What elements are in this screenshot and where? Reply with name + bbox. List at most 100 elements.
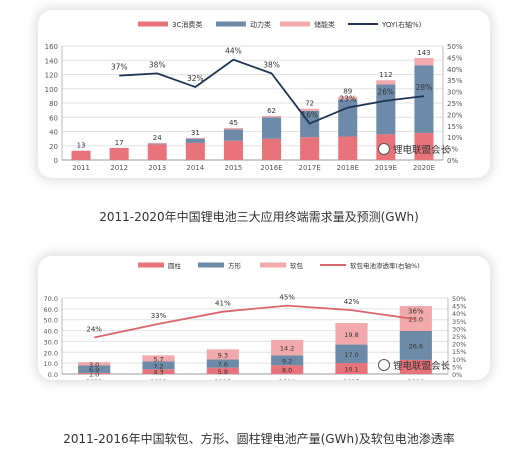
bar-segment: [206, 359, 239, 368]
demand-chart: 0 20 40 60 80 100 120 140 160 0% 5% 10% 15% 20% 25% 30%…: [45, 20, 463, 172]
legend-swatch: [138, 262, 164, 268]
bar-value-label: 5.8: [218, 368, 228, 376]
bar-total-label: 62: [267, 107, 276, 115]
x-tick-label: 2012: [150, 378, 167, 380]
bar-segment: [147, 142, 167, 144]
bar-segment: [142, 355, 175, 362]
bar-segment: [262, 115, 282, 118]
bar-total-label: 89: [343, 88, 352, 96]
y-tick-label: 120: [45, 72, 58, 80]
bar-segment: [414, 65, 434, 133]
bar-total-label: 45: [229, 119, 238, 127]
bar-segment: [399, 331, 432, 360]
bar-segment: [338, 136, 358, 160]
line-value-label: 16%: [301, 111, 318, 120]
y2-tick-label: 25%: [452, 333, 466, 341]
legend-swatch: [260, 262, 286, 268]
bar-value-label: 7.2: [153, 362, 163, 370]
bar-segment: [399, 359, 432, 374]
legend-label: 方形: [228, 261, 242, 270]
y-tick-label: 40.0: [44, 328, 58, 336]
x-tick-label: 2011: [72, 164, 90, 172]
bar-segment: [78, 372, 111, 374]
line-value-label: 38%: [263, 60, 280, 69]
x-tick-label: 2013: [148, 164, 166, 172]
line-value-label: 26%: [378, 88, 395, 97]
bar-value-label: 6.9: [89, 366, 99, 374]
bar-value-label: 9.2: [282, 357, 292, 365]
x-tick-label: 2016E: [260, 164, 282, 172]
x-tick-label: 2014: [279, 378, 296, 380]
line-series: [93, 304, 416, 339]
chart-panel-demand: 0 20 40 60 80 100 120 140 160 0% 5% 10% 15% 20% 25% 30%…: [38, 10, 490, 178]
bar-value-label: 4.3: [153, 369, 163, 377]
y-tick-label: 60.0: [44, 306, 58, 314]
y2-tick-label: 40%: [452, 310, 466, 318]
bar-value-label: 9.3: [218, 351, 228, 359]
x-tick-label: 2012: [110, 164, 128, 172]
watermark-label: 锂电联盟会长: [393, 144, 451, 156]
bar-segment: [271, 339, 304, 356]
y-tick-label: 160: [45, 43, 58, 51]
bar-segment: [223, 140, 243, 160]
line-value-label: 42%: [344, 298, 360, 306]
chart-panel-production: 0.0 10.0 20.0 30.0 40.0 50.0 60.0 70.0 0% 5% 10% 15…: [38, 256, 490, 380]
y-tick-label: 30.0: [44, 338, 58, 346]
bar-segment: [142, 369, 175, 374]
bar-total-label: 72: [305, 100, 314, 108]
y2-tick-label: 0%: [452, 371, 462, 379]
x-tick-label: 2018E: [337, 164, 359, 172]
y2-tick-label: 0%: [447, 157, 458, 165]
y-tick-label: 70.0: [44, 295, 58, 303]
bar-segment: [335, 344, 368, 364]
production-chart: 0.0 10.0 20.0 30.0 40.0 50.0 60.0 70.0 0%5%10%15…: [44, 261, 467, 380]
bar-segment: [147, 143, 167, 145]
y2-tick-label: 20%: [447, 111, 463, 119]
chart-caption-production: 2011-2016年中国软包、方形、圆柱锂电池产量(GWh)及软包电池渗透率: [63, 432, 455, 446]
bar-segment: [262, 117, 282, 139]
bar-segment: [300, 108, 320, 111]
bar-segment: [338, 96, 358, 100]
bar-segment: [300, 137, 320, 160]
x-tick-label: 2015: [225, 164, 243, 172]
bar-total-label: 31: [191, 129, 200, 137]
bar-value-label: 1.0: [89, 370, 99, 378]
legend-swatch: [216, 21, 246, 27]
watermark-logo-icon: [378, 359, 390, 371]
bar-segment: [147, 144, 167, 160]
line-value-label: 45%: [279, 294, 295, 302]
y2-tick-label: 15%: [452, 348, 466, 356]
y2-tick-label: 25%: [447, 100, 463, 108]
bar-segment: [71, 150, 91, 160]
bar-value-label: 23.0: [409, 316, 423, 324]
y-tick-label: 20.0: [44, 349, 58, 357]
y2-tick-label: 35%: [447, 77, 463, 85]
y-tick-label: 50.0: [44, 317, 58, 325]
y2-tick-label: 40%: [447, 66, 463, 74]
y-tick-label: 40: [49, 129, 58, 137]
bar-segment: [335, 363, 368, 374]
bar-segment: [414, 58, 434, 66]
bar-value-label: 8.0: [282, 367, 292, 375]
bar-total-label: 112: [379, 71, 392, 79]
bar-value-label: 3.0: [89, 361, 99, 369]
legend-label: 3C消费类: [172, 20, 202, 29]
bar-total-label: 143: [417, 49, 430, 57]
bar-value-label: 26.6: [409, 342, 423, 350]
legend-label: 圆柱: [168, 261, 182, 270]
bar-segment: [206, 349, 239, 360]
chart-caption-demand: 2011-2020年中国锂电池三大应用终端需求量及预测(GWh): [99, 210, 419, 224]
bar-segment: [376, 80, 396, 85]
line-value-label: 28%: [416, 83, 433, 92]
y2-tick-label: 30%: [447, 89, 463, 97]
bar-value-label: 19.8: [344, 331, 358, 339]
x-tick-label: 2016: [408, 378, 425, 380]
bar-segment: [109, 147, 129, 160]
y2-tick-label: 10%: [452, 356, 466, 364]
y-tick-label: 80: [49, 100, 58, 108]
y-tick-label: 140: [45, 57, 58, 65]
bar-total-label: 13: [77, 142, 86, 150]
line-value-label: 24%: [86, 326, 102, 334]
bar-value-label: 14.2: [280, 345, 294, 353]
watermark-logo-icon: [378, 143, 390, 155]
